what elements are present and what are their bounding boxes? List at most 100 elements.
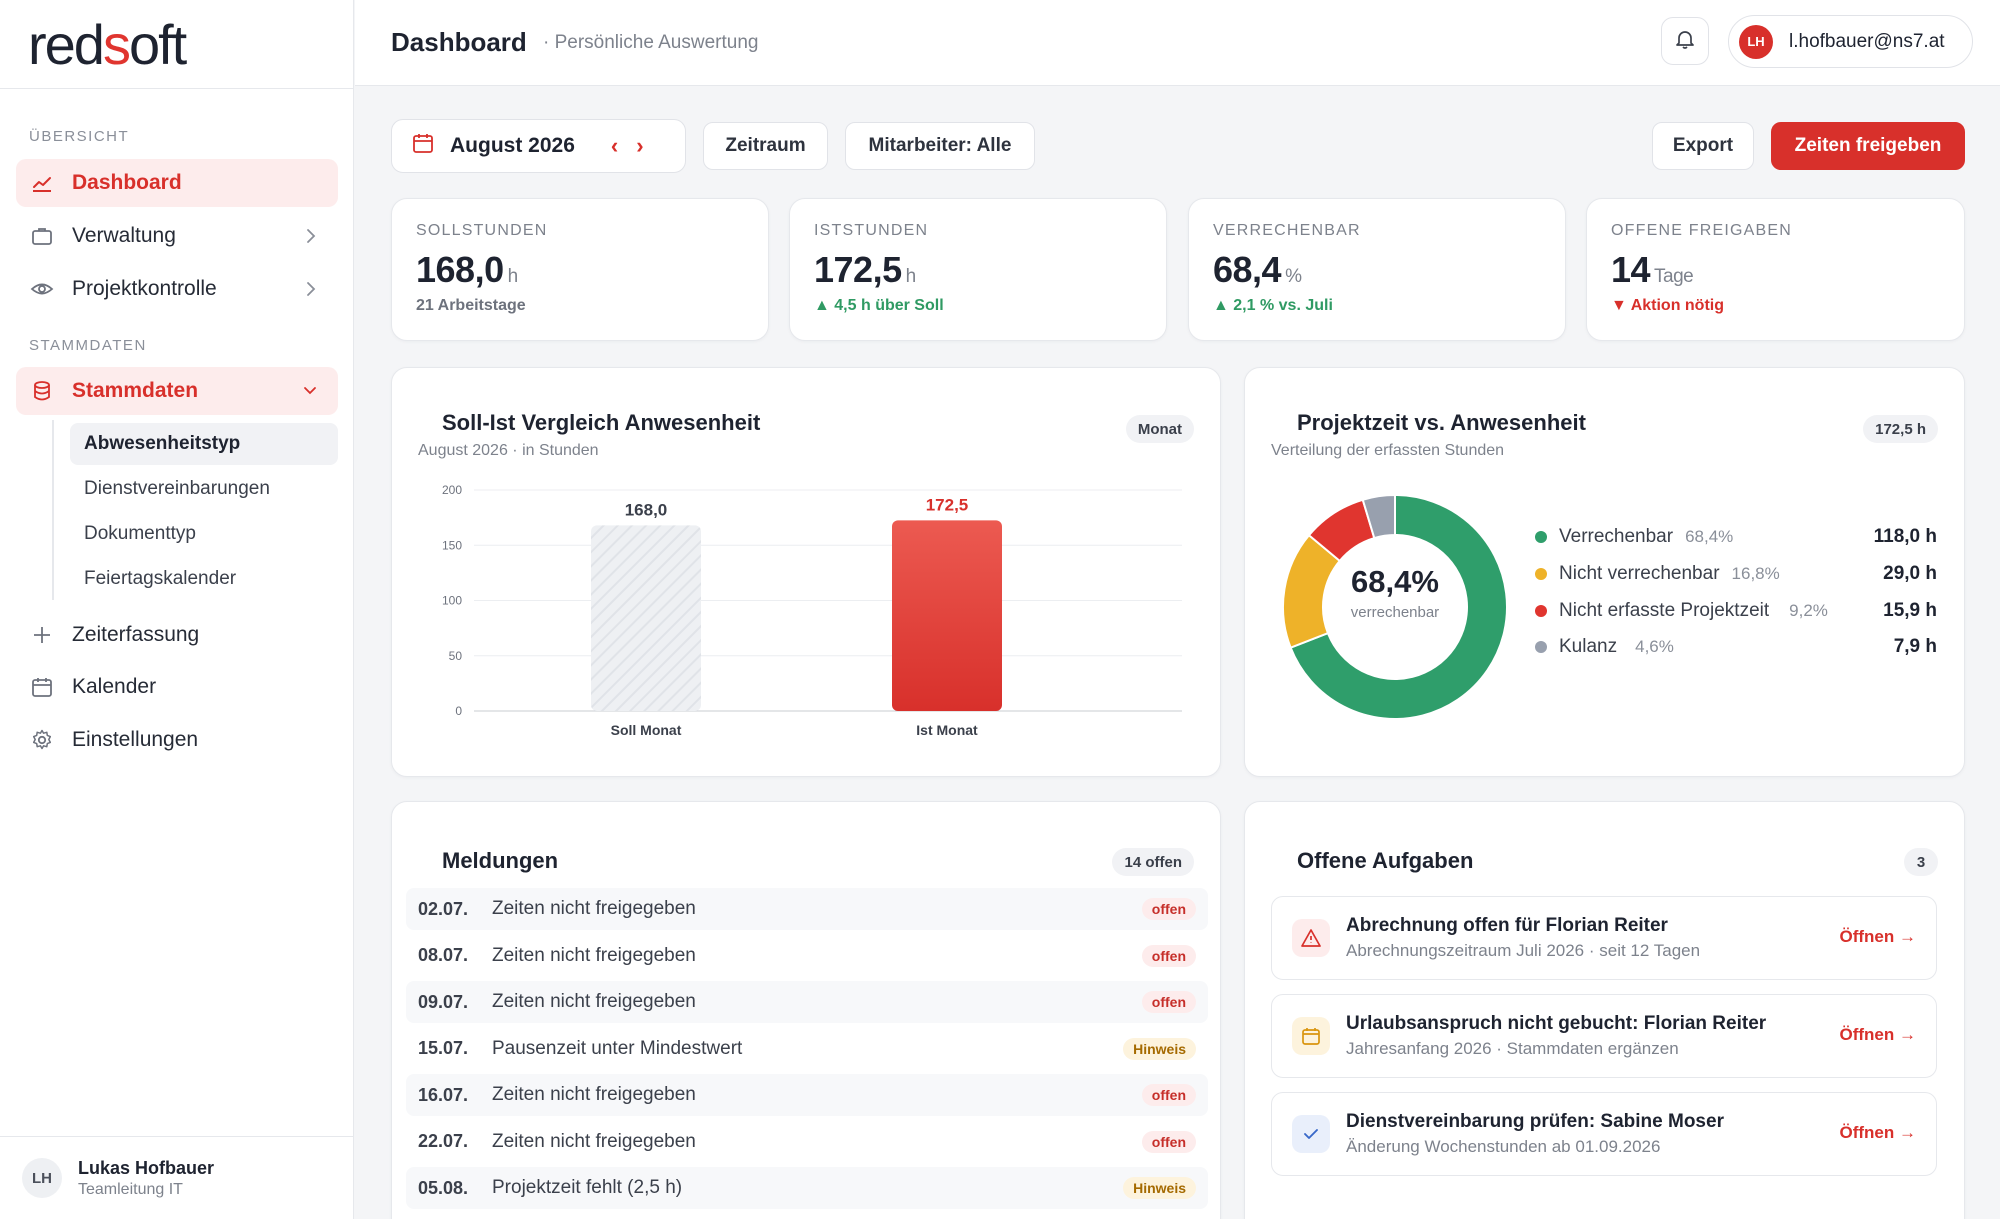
donut-center-value: 68,4% bbox=[1351, 564, 1439, 599]
chevron-right-icon bbox=[304, 226, 318, 252]
message-row[interactable]: 22.07. Zeiten nicht freigegeben offen bbox=[406, 1121, 1208, 1163]
task-item[interactable]: Abrechnung offen für Florian Reiter Abre… bbox=[1271, 896, 1937, 980]
message-row[interactable]: 09.07. Zeiten nicht freigegeben offen bbox=[406, 981, 1208, 1023]
sidebar-item-zeiterfassung[interactable]: Zeiterfassung bbox=[16, 611, 338, 659]
message-text: Projektzeit fehlt (2,5 h) bbox=[492, 1177, 683, 1198]
aufgaben-panel: Offene Aufgaben 3 Abrechnung offen für F… bbox=[1244, 801, 1965, 1219]
message-date: 05.08. bbox=[418, 1177, 469, 1198]
sidebar-subitem-feiertagskalender[interactable]: Feiertagskalender bbox=[84, 568, 237, 589]
kpi-card-offene-freigaben: OFFENE FREIGABEN 14 Tage ▼ Aktion nötig bbox=[1586, 198, 1965, 341]
y-tick-label: 200 bbox=[442, 483, 462, 497]
logo-text: redsoft bbox=[28, 12, 187, 76]
kpi-label: SOLLSTUNDEN bbox=[416, 222, 548, 239]
task-open-link[interactable]: Öffnen → bbox=[1839, 927, 1917, 946]
period-chip[interactable]: Monat bbox=[1125, 415, 1194, 443]
panel-title: Soll-Ist Vergleich Anwesenheit bbox=[442, 410, 761, 435]
message-row[interactable]: 16.07. Zeiten nicht freigegeben offen bbox=[406, 1074, 1208, 1116]
task-title: Urlaubsanspruch nicht gebucht: Florian R… bbox=[1346, 1013, 1767, 1034]
y-tick-label: 100 bbox=[442, 594, 462, 608]
chevron-left-icon[interactable]: ‹ bbox=[610, 133, 619, 158]
message-text: Zeiten nicht freigegeben bbox=[492, 944, 696, 966]
legend-dot bbox=[1535, 605, 1547, 617]
legend-item: Nicht erfasste Projektzeit 9,2% 15,9 h bbox=[1535, 596, 1937, 626]
status-badge: offen bbox=[1141, 1130, 1196, 1153]
database-icon bbox=[30, 379, 54, 403]
message-row[interactable]: 02.07. Zeiten nicht freigegeben offen bbox=[406, 888, 1208, 930]
task-open-link[interactable]: Öffnen → bbox=[1839, 1123, 1917, 1142]
donut-center: 68,4% verrechenbar bbox=[1281, 564, 1509, 621]
status-badge: offen bbox=[1141, 1084, 1196, 1106]
message-text: Pausenzeit unter Mindestwert bbox=[492, 1037, 743, 1059]
message-date: 09.07. bbox=[418, 991, 469, 1012]
task-item[interactable]: Urlaubsanspruch nicht gebucht: Florian R… bbox=[1271, 994, 1937, 1078]
bar-value-label: 168,0 bbox=[625, 500, 668, 519]
kpi-card-sollstunden: SOLLSTUNDEN 168,0 h 21 Arbeitstage bbox=[391, 198, 769, 341]
chevron-right-icon[interactable]: › bbox=[636, 133, 644, 158]
projektzeit-panel: Projektzeit vs. Anwesenheit Verteilung d… bbox=[1244, 367, 1965, 777]
sidebar-item-label: Verwaltung bbox=[72, 224, 176, 247]
chart-line-icon bbox=[30, 171, 54, 195]
message-row[interactable]: 05.08. Projektzeit fehlt (2,5 h) Hinweis bbox=[406, 1167, 1208, 1209]
soll-ist-panel: Soll-Ist Vergleich Anwesenheit August 20… bbox=[391, 367, 1221, 777]
eye-icon bbox=[30, 277, 54, 301]
task-item[interactable]: Dienstvereinbarung prüfen: Sabine Moser … bbox=[1271, 1092, 1937, 1176]
task-subtitle: Abrechnungszeitraum Juli 2026 · seit 12 … bbox=[1346, 941, 1701, 960]
sidebar-item-projektkontrolle[interactable]: Projektkontrolle bbox=[16, 265, 338, 313]
panel-subtitle: August 2026 · in Stunden bbox=[418, 442, 599, 459]
mitarbeiter-filter[interactable]: Mitarbeiter: Alle bbox=[845, 122, 1035, 170]
task-subtitle: Jahresanfang 2026 · Stammdaten ergänzen bbox=[1346, 1039, 1679, 1058]
donut-slice-kulanz bbox=[1361, 493, 1396, 540]
user-menu[interactable]: LH l.hofbauer@ns7.at bbox=[1728, 15, 1973, 68]
message-text: Zeiten nicht freigegeben bbox=[492, 898, 696, 919]
legend-dot bbox=[1535, 641, 1547, 653]
calendar-icon bbox=[1292, 1017, 1330, 1055]
calendar-icon bbox=[412, 132, 434, 160]
message-date: 15.07. bbox=[418, 1038, 469, 1058]
kpi-label: ISTSTUNDEN bbox=[814, 222, 929, 239]
sidebar-item-dashboard[interactable]: Dashboard bbox=[16, 159, 338, 207]
panel-subtitle: Verteilung der erfassten Stunden bbox=[1271, 442, 1505, 459]
kpi-value: 172,5 h bbox=[814, 249, 916, 290]
kpi-value: 68,4% bbox=[1213, 249, 1302, 290]
sidebar-item-verwaltung[interactable]: Verwaltung bbox=[16, 212, 338, 260]
page-title: Dashboard bbox=[391, 27, 527, 57]
kpi-sub: ▲ 2,1 % vs. Juli bbox=[1213, 297, 1333, 314]
month-picker[interactable]: August 2026 ‹ › bbox=[391, 119, 686, 173]
sidebar-item-stammdaten[interactable]: Stammdaten bbox=[16, 367, 338, 415]
plus-icon bbox=[30, 623, 54, 647]
sidebar-item-einstellungen[interactable]: Einstellungen bbox=[16, 716, 338, 764]
y-tick-label: 150 bbox=[442, 538, 462, 552]
zeitraum-button[interactable]: Zeitraum bbox=[703, 122, 828, 170]
sidebar-subitem-abwesenheitstyp[interactable]: Abwesenheitstyp bbox=[70, 423, 338, 465]
task-open-link[interactable]: Öffnen → bbox=[1839, 1025, 1917, 1044]
message-row[interactable]: 08.07. Zeiten nicht freigegeben offen bbox=[406, 935, 1208, 977]
y-tick-label: 50 bbox=[449, 649, 463, 663]
status-badge: Hinweis bbox=[1123, 1177, 1196, 1199]
bar-value-label: 172,5 bbox=[926, 495, 969, 514]
kpi-card-verrechenbar: VERRECHENBAR 68,4% ▲ 2,1 % vs. Juli bbox=[1188, 198, 1566, 341]
kpi-label: VERRECHENBAR bbox=[1213, 222, 1361, 239]
panel-title: Offene Aufgaben bbox=[1297, 848, 1474, 873]
sidebar-subitem-dokumenttyp[interactable]: Dokumenttyp bbox=[84, 523, 196, 544]
panel-title: Projektzeit vs. Anwesenheit bbox=[1297, 410, 1586, 435]
donut-center-label: verrechenbar bbox=[1350, 604, 1440, 621]
legend-item: Kulanz 4,6% 7,9 h bbox=[1535, 632, 1937, 662]
sidebar-item-label: Kalender bbox=[72, 675, 157, 698]
sidebar-user[interactable]: LH Lukas Hofbauer Teamleitung IT bbox=[0, 1136, 354, 1219]
export-button[interactable]: Export bbox=[1652, 122, 1754, 170]
nav-section-stammdaten: STAMMDATEN bbox=[29, 337, 147, 354]
sidebar-subitem-dienstvereinbarungen[interactable]: Dienstvereinbarungen bbox=[84, 478, 270, 499]
release-times-button[interactable]: Zeiten freigeben bbox=[1771, 122, 1965, 170]
bar-chart: 0 50 100 150 200 168,0 Soll Monat 172,5 Ist Mona… bbox=[442, 483, 1182, 738]
logo[interactable]: redsoft bbox=[0, 0, 353, 89]
notifications-button[interactable] bbox=[1661, 17, 1709, 65]
chevron-down-icon bbox=[302, 381, 318, 407]
sidebar-item-kalender[interactable]: Kalender bbox=[16, 663, 338, 711]
user-name: Lukas Hofbauer bbox=[78, 1157, 215, 1178]
message-row[interactable]: 15.07. Pausenzeit unter Mindestwert Hinwei… bbox=[406, 1028, 1208, 1070]
sidebar: redsoft ÜBERSICHT Dashboard Verwaltung P… bbox=[0, 0, 354, 1219]
sidebar-item-label: Stammdaten bbox=[72, 379, 199, 402]
panel-title: Meldungen bbox=[442, 848, 559, 873]
message-date: 02.07. bbox=[418, 898, 469, 919]
user-role: Teamleitung IT bbox=[78, 1180, 183, 1198]
